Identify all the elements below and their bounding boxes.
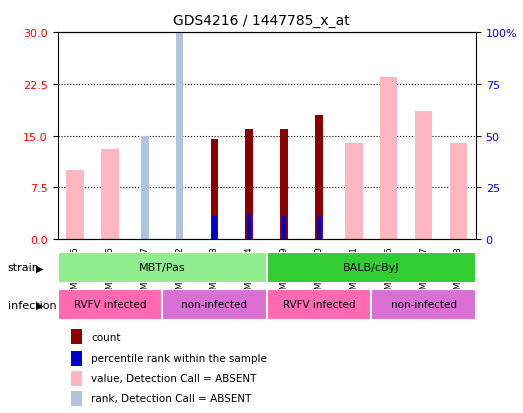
- Text: GDS4216 / 1447785_x_at: GDS4216 / 1447785_x_at: [173, 14, 350, 28]
- Text: ▶: ▶: [36, 263, 43, 273]
- Text: percentile rank within the sample: percentile rank within the sample: [92, 354, 267, 363]
- Bar: [58, 289, 162, 320]
- Bar: [380, 78, 397, 240]
- Text: infection: infection: [8, 300, 56, 310]
- Bar: [247, 215, 252, 240]
- Bar: [66, 171, 84, 240]
- Bar: [267, 289, 371, 320]
- Text: count: count: [92, 332, 121, 342]
- Text: MBT/Pas: MBT/Pas: [139, 262, 186, 273]
- Text: value, Detection Call = ABSENT: value, Detection Call = ABSENT: [92, 373, 257, 383]
- Bar: [210, 140, 219, 240]
- Bar: [371, 289, 476, 320]
- Bar: [101, 150, 119, 240]
- Bar: [317, 217, 321, 240]
- Bar: [71, 371, 82, 386]
- Bar: [71, 391, 82, 406]
- Bar: [212, 217, 217, 240]
- Text: RVFV infected: RVFV infected: [74, 299, 146, 310]
- Bar: [71, 330, 82, 344]
- Bar: [162, 289, 267, 320]
- Bar: [141, 136, 149, 240]
- Bar: [245, 129, 253, 240]
- Bar: [176, 33, 184, 240]
- Text: BALB/cByJ: BALB/cByJ: [343, 262, 400, 273]
- Bar: [415, 112, 433, 240]
- Bar: [280, 129, 288, 240]
- Text: non-infected: non-infected: [391, 299, 457, 310]
- Text: non-infected: non-infected: [181, 299, 247, 310]
- Bar: [315, 116, 323, 240]
- Bar: [345, 143, 362, 240]
- Bar: [71, 351, 82, 366]
- Text: ▶: ▶: [36, 300, 43, 310]
- Text: RVFV infected: RVFV infected: [283, 299, 355, 310]
- Bar: [58, 252, 267, 283]
- Bar: [282, 217, 286, 240]
- Bar: [450, 143, 467, 240]
- Text: strain: strain: [8, 263, 40, 273]
- Text: rank, Detection Call = ABSENT: rank, Detection Call = ABSENT: [92, 393, 252, 403]
- Bar: [267, 252, 476, 283]
